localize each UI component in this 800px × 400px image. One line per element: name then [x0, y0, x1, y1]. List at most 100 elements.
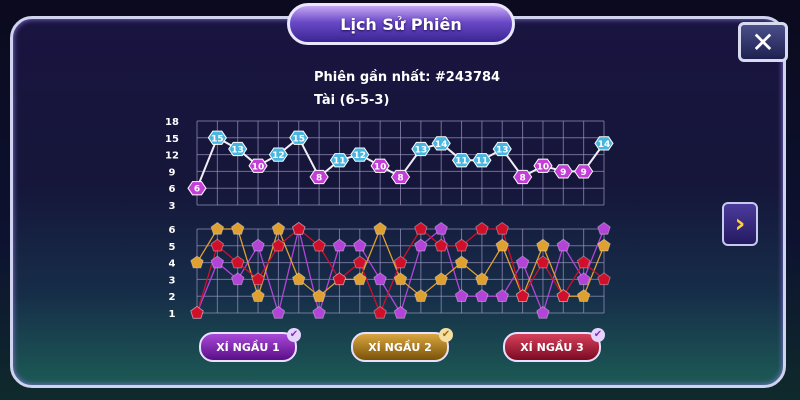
dice-chart: 6 5 4 3 2 1	[169, 221, 611, 320]
close-button[interactable]: ✕	[738, 22, 788, 62]
die-3-marker	[312, 238, 326, 252]
sum-point-marker	[451, 153, 472, 168]
check-icon: ✔	[287, 328, 301, 342]
die-2-marker	[576, 289, 591, 302]
panel-title: Lịch Sử Phiên	[287, 3, 515, 45]
die-3-marker	[454, 238, 469, 252]
die-3-marker	[230, 255, 245, 269]
die-3-marker	[556, 289, 571, 302]
sum-point-marker	[329, 153, 350, 168]
die-1-marker	[251, 238, 265, 252]
sum-point-marker	[594, 136, 614, 151]
sum-point-label: 8	[397, 174, 403, 184]
sum-point-marker	[187, 181, 207, 196]
y-tick-label: 15	[165, 134, 179, 145]
sum-point-marker	[472, 153, 492, 168]
sum-point-label: 12	[354, 151, 367, 161]
die-1-marker	[515, 255, 530, 269]
sum-point-marker	[228, 141, 248, 157]
die-1-marker	[576, 272, 591, 286]
sum-point-marker	[370, 158, 390, 173]
sum-point-marker	[268, 147, 289, 162]
die-2-marker	[312, 289, 326, 302]
die-1-marker	[312, 305, 326, 319]
die-2-marker	[536, 238, 550, 252]
sum-point-marker	[411, 141, 431, 157]
die-1-marker	[373, 272, 387, 286]
die-3-marker	[576, 255, 591, 269]
die-1-marker	[271, 305, 286, 319]
sum-point-label: 9	[581, 168, 587, 178]
sum-point-marker	[553, 164, 573, 179]
die-3-marker	[475, 221, 489, 235]
die-1-marker	[495, 289, 510, 302]
die-2-marker	[291, 272, 306, 286]
die-3-toggle[interactable]: XÍ NGẦU 3 ✔	[503, 328, 605, 362]
sum-point-marker	[248, 158, 268, 173]
check-icon: ✔	[591, 328, 605, 342]
sum-point-label: 11	[333, 157, 346, 167]
check-icon: ✔	[439, 328, 453, 342]
die-1-marker	[393, 305, 408, 319]
die-3-marker	[495, 221, 510, 235]
die-3-marker	[291, 221, 306, 235]
sum-point-label: 9	[560, 168, 566, 178]
sum-point-marker	[289, 130, 309, 145]
die-2-marker	[434, 272, 448, 286]
die-2-marker	[414, 289, 428, 302]
sum-point-label: 14	[598, 140, 611, 150]
sum-point-marker	[431, 136, 451, 151]
title-text: Lịch Sử Phiên	[340, 14, 462, 34]
sum-point-label: 10	[252, 162, 265, 172]
die-2-toggle[interactable]: XÍ NGẦU 2 ✔	[351, 328, 453, 362]
sum-point-label: 13	[415, 146, 428, 156]
die-3-marker	[536, 255, 550, 269]
history-panel	[10, 16, 786, 388]
sum-point-label: 11	[476, 157, 489, 167]
y-tick-label: 12	[165, 151, 179, 162]
sum-point-label: 10	[537, 162, 550, 172]
die-1-marker	[597, 221, 611, 235]
die-3-marker	[353, 255, 367, 269]
die-3-marker	[414, 221, 428, 235]
die-3-marker	[434, 238, 448, 252]
y-tick-label: 3	[169, 201, 176, 212]
die-2-marker	[454, 255, 469, 269]
sum-point-label: 10	[374, 162, 387, 172]
die-1-marker	[210, 255, 225, 269]
die-3-marker	[515, 289, 530, 302]
die-2-marker	[353, 272, 367, 286]
die-2-marker	[475, 272, 489, 286]
y-tick-label: 18	[165, 117, 179, 128]
next-page-button[interactable]: ›	[722, 202, 758, 246]
die-1-marker	[332, 238, 347, 252]
y-tick-label: 6	[169, 184, 176, 195]
latest-result: Tài (6-5-3)	[314, 93, 390, 108]
latest-session: Phiên gần nhất: #243784	[314, 70, 501, 85]
die-3-marker	[393, 255, 408, 269]
sum-point-label: 15	[211, 134, 224, 144]
sum-point-label: 8	[519, 174, 525, 184]
sum-point-marker	[492, 141, 512, 157]
y-tick-label: 2	[169, 292, 176, 303]
y-tick-label: 1	[169, 309, 176, 320]
y-tick-label: 4	[169, 259, 176, 270]
die-1-marker	[454, 289, 469, 302]
die-3-marker	[332, 272, 347, 286]
sum-point-label: 13	[496, 146, 509, 156]
die-1-marker	[434, 221, 448, 235]
sum-point-label: 13	[231, 146, 244, 156]
y-tick-label: 6	[169, 225, 176, 236]
die-1-marker	[475, 289, 489, 302]
sum-point-label: 11	[455, 157, 468, 167]
die-2-label: XÍ NGẦU 2	[368, 340, 432, 354]
die-3-marker	[190, 305, 204, 319]
sum-point-marker	[574, 164, 594, 179]
die-2-marker	[373, 221, 387, 235]
die-3-marker	[210, 238, 225, 252]
die-1-toggle[interactable]: XÍ NGẦU 1 ✔	[199, 328, 301, 362]
die-1-marker	[230, 272, 245, 286]
die-3-marker	[251, 272, 265, 286]
sum-point-label: 8	[316, 174, 322, 184]
